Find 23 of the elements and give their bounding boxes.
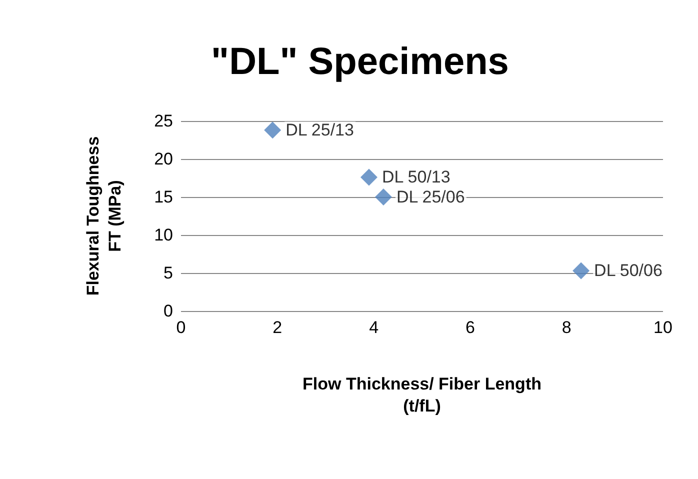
point <box>572 262 590 280</box>
chart-title: "DL" Specimens <box>211 41 509 83</box>
x-axis-title: Flow Thickness/ Fiber Length (t/fL) <box>302 374 542 416</box>
y-tick-label: 5 <box>164 264 173 282</box>
y-tick-label: 15 <box>154 188 173 206</box>
x-tick-label: 4 <box>369 318 379 337</box>
x-tick-label: 10 <box>654 318 672 337</box>
x-tick-label: 2 <box>272 318 282 337</box>
point <box>374 188 392 206</box>
y-tick-label: 0 <box>164 302 173 320</box>
y-tick-label: 25 <box>154 112 173 130</box>
x-tick-label: 0 <box>176 318 186 337</box>
y-tick-label: 10 <box>154 226 173 244</box>
y-tick-label: 20 <box>154 150 173 168</box>
x-tick-label: 6 <box>465 318 475 337</box>
annotation: DL 50/06 <box>594 261 662 280</box>
annotation: DL 25/06 <box>396 188 465 206</box>
annotation: DL 25/13 <box>286 120 354 140</box>
point <box>264 122 282 139</box>
annotation: DL 50/13 <box>382 168 450 187</box>
point <box>360 168 378 186</box>
x-tick-label: 8 <box>562 318 572 337</box>
y-axis-title: Flexural Toughness FT (MPa) <box>84 136 124 296</box>
